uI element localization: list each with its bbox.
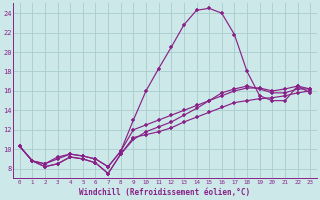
X-axis label: Windchill (Refroidissement éolien,°C): Windchill (Refroidissement éolien,°C)	[79, 188, 251, 197]
